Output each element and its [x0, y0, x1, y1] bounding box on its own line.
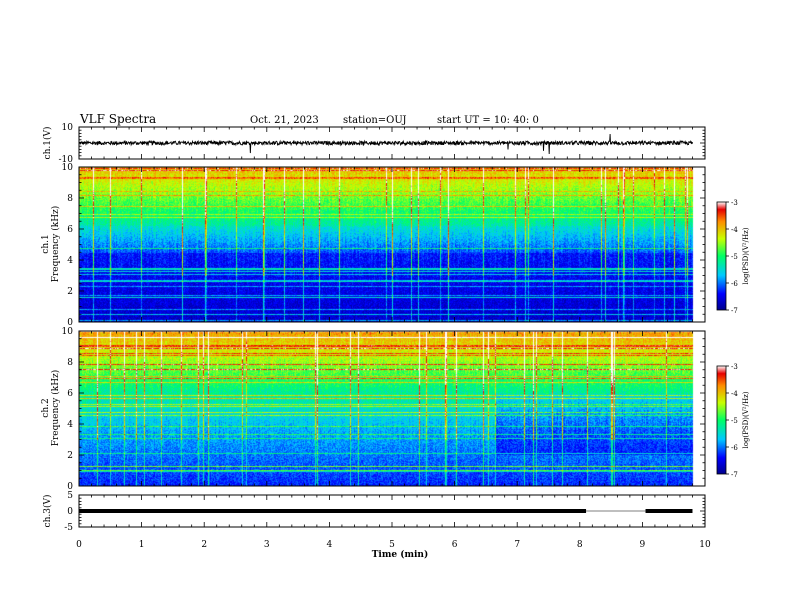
ch3-waveform-ticks	[78, 494, 706, 528]
spectrogram-ytick-label: 10	[62, 163, 74, 173]
colorbar-tick-label: -5	[731, 253, 738, 261]
spectrogram-ytick-label: 6	[67, 225, 73, 235]
ch3-waveform-ylabel: ch.3(V)	[42, 495, 53, 528]
x-tick-label: 2	[201, 540, 207, 550]
colorbar-tick-label: -4	[731, 390, 738, 398]
ch1-waveform-ylabel: ch.1(V)	[42, 127, 53, 160]
ch1-waveform-trace	[78, 133, 693, 155]
x-tick-label: 3	[264, 540, 270, 550]
ch1-colorbar-ticks: -3 -4 -5 -6 -7	[726, 199, 738, 315]
ch2-spectrogram-ticks: 0 2 4 6 8 10	[62, 327, 706, 492]
spectrogram-ytick-label: 0	[67, 482, 73, 492]
ch2-frequency-ylabel: Frequency (kHz)	[50, 370, 61, 447]
figure-title: VLF Spectra	[79, 112, 156, 126]
ch1-ytick-bottom: -10	[59, 155, 74, 165]
ch1-spectrogram-heatmap	[79, 167, 705, 322]
colorbar-tick-label: -4	[731, 226, 738, 234]
time-axis-tick-labels: 0 1 2 3 4 5 6 7 8 9 10	[76, 540, 711, 550]
x-tick-label: 6	[452, 540, 458, 550]
start-ut-label: start UT = 10: 40: 0	[437, 115, 539, 126]
spectrogram-ytick-label: 0	[67, 318, 73, 328]
ch2-colorbar-label: log(PSD)(V²/Hz)	[742, 391, 750, 448]
colorbar-tick-label: -7	[731, 471, 738, 479]
date-label: Oct. 21, 2023	[250, 115, 319, 126]
spectrogram-ytick-label: 4	[67, 420, 73, 430]
spectrogram-ytick-label: 4	[67, 256, 73, 266]
ch1-spectrogram-ticks: 0 2 4 6 8 10	[62, 163, 706, 328]
ch2-colorbar-ticks: -3 -4 -5 -6 -7	[726, 363, 738, 479]
ch3-ytick-top: 5	[67, 491, 73, 501]
spectrogram-ytick-label: 6	[67, 389, 73, 399]
station-label: station=OUJ	[343, 115, 407, 126]
x-tick-label: 8	[577, 540, 583, 550]
ch2-spectrogram-heatmap	[79, 331, 705, 486]
colorbar-tick-label: -5	[731, 417, 738, 425]
spectrogram-ytick-label: 8	[67, 358, 73, 368]
colorbar-tick-label: -3	[731, 363, 738, 371]
ch3-waveform-segment	[79, 509, 587, 513]
x-tick-label: 5	[389, 540, 395, 550]
ch1-waveform-ticks	[78, 126, 706, 160]
ch3-ytick-mid: 0	[67, 507, 73, 517]
ch2-colorbar	[716, 365, 727, 475]
ch1-waveform-line	[78, 133, 693, 155]
x-tick-label: 9	[640, 540, 646, 550]
colorbar-tick-label: -6	[731, 280, 738, 288]
ch1-colorbar-label: log(PSD)(V²/Hz)	[742, 227, 750, 284]
x-tick-label: 0	[76, 540, 82, 550]
spectrogram-ytick-label: 10	[62, 327, 74, 337]
x-tick-label: 10	[699, 540, 711, 550]
ch1-frequency-ylabel: Frequency (kHz)	[50, 206, 61, 283]
colorbar-tick-label: -3	[731, 199, 738, 207]
ch1-colorbar	[716, 201, 727, 311]
ch3-waveform-segment	[645, 509, 693, 513]
ch2-channel-label: ch.2	[41, 398, 51, 417]
time-axis-label: Time (min)	[372, 549, 429, 560]
x-tick-label: 7	[514, 540, 520, 550]
ch1-channel-label: ch.1	[41, 234, 51, 253]
spectrogram-ytick-label: 2	[67, 287, 73, 297]
colorbar-tick-label: -7	[731, 307, 738, 315]
x-tick-label: 1	[139, 540, 145, 550]
spectrogram-ytick-label: 2	[67, 451, 73, 461]
x-tick-label: 4	[327, 540, 333, 550]
ch3-ytick-bottom: -5	[64, 523, 73, 533]
ch3-waveform-panel: 5 0 -5 ch.3(V)	[42, 491, 706, 533]
ch1-waveform-panel: 10 -10 ch.1(V)	[42, 123, 706, 165]
ch1-ytick-top: 10	[62, 123, 74, 133]
ch3-waveform-trace	[79, 509, 693, 513]
spectrogram-ytick-label: 8	[67, 194, 73, 204]
colorbar-tick-label: -6	[731, 444, 738, 452]
